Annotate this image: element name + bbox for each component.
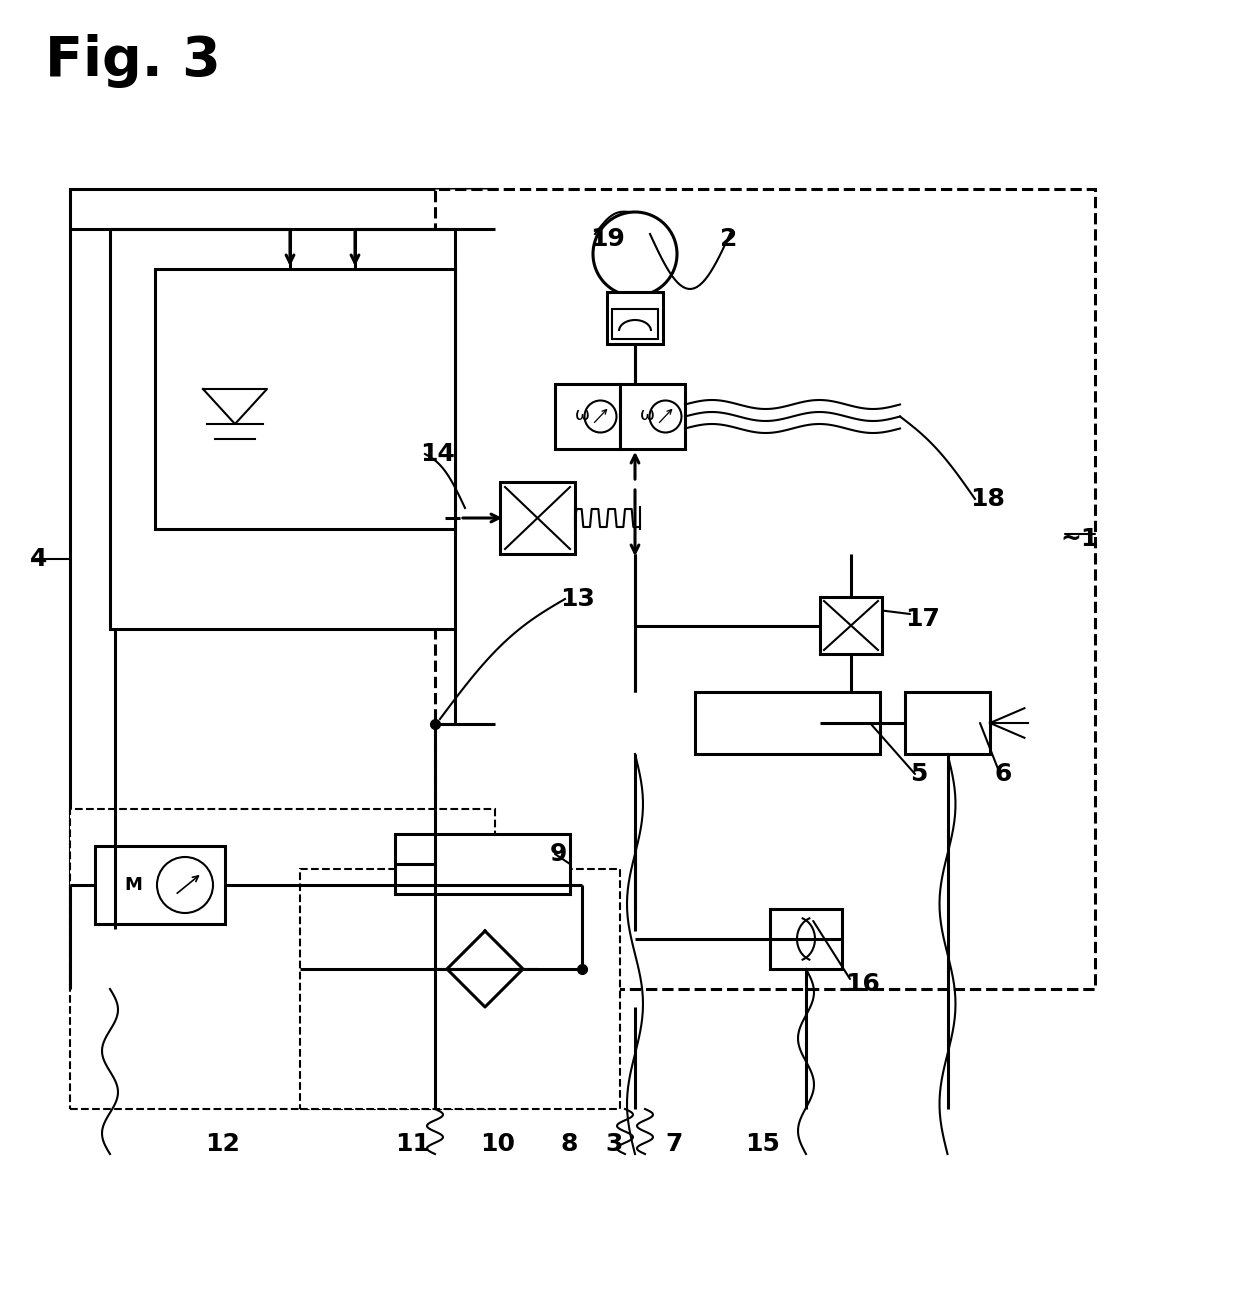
- Text: ~1: ~1: [1060, 528, 1099, 551]
- FancyBboxPatch shape: [694, 692, 880, 754]
- Text: 3: 3: [605, 1132, 622, 1156]
- Text: 9: 9: [551, 842, 568, 867]
- Text: 4: 4: [30, 547, 47, 571]
- FancyBboxPatch shape: [613, 309, 658, 339]
- Text: Fig. 3: Fig. 3: [45, 34, 221, 88]
- Text: 2: 2: [720, 226, 738, 251]
- FancyBboxPatch shape: [905, 692, 990, 754]
- Text: 17: 17: [905, 607, 940, 631]
- Text: 19: 19: [590, 226, 625, 251]
- FancyBboxPatch shape: [95, 846, 224, 924]
- Text: 14: 14: [420, 442, 455, 466]
- FancyBboxPatch shape: [620, 384, 684, 449]
- Text: 5: 5: [910, 762, 928, 785]
- FancyBboxPatch shape: [500, 482, 575, 554]
- Text: 16: 16: [844, 973, 880, 996]
- Text: M: M: [124, 876, 141, 894]
- FancyBboxPatch shape: [820, 597, 882, 654]
- Text: 11: 11: [396, 1132, 430, 1156]
- Text: 7: 7: [665, 1132, 682, 1156]
- Text: ω: ω: [575, 406, 590, 424]
- FancyBboxPatch shape: [556, 384, 620, 449]
- FancyBboxPatch shape: [155, 270, 455, 529]
- FancyBboxPatch shape: [608, 292, 663, 344]
- Text: 10: 10: [480, 1132, 515, 1156]
- Text: 6: 6: [994, 762, 1012, 785]
- Text: 15: 15: [745, 1132, 780, 1156]
- FancyBboxPatch shape: [69, 188, 495, 990]
- Text: ω: ω: [640, 406, 655, 424]
- Text: 12: 12: [205, 1132, 239, 1156]
- FancyBboxPatch shape: [396, 834, 570, 894]
- Text: 13: 13: [560, 586, 595, 611]
- Text: 18: 18: [970, 487, 1004, 511]
- FancyBboxPatch shape: [435, 188, 1095, 990]
- FancyBboxPatch shape: [770, 908, 842, 969]
- FancyBboxPatch shape: [300, 869, 620, 1109]
- Text: 8: 8: [560, 1132, 578, 1156]
- FancyBboxPatch shape: [69, 809, 495, 1109]
- FancyBboxPatch shape: [110, 229, 455, 630]
